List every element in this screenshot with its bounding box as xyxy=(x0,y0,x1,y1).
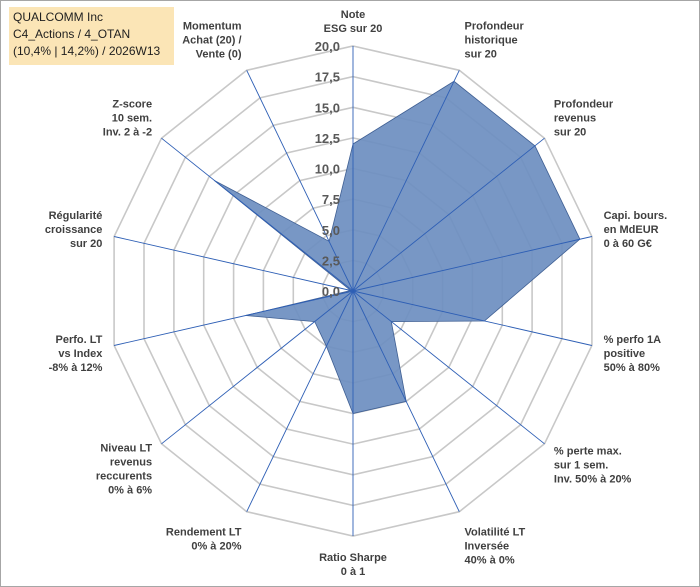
category-label-line: ESG sur 20 xyxy=(324,23,383,35)
tick-label: 5,0 xyxy=(322,223,340,238)
category-label-line: revenus xyxy=(554,113,596,125)
category-label: Profondeur revenus sur 20 xyxy=(554,99,614,139)
axis-spoke xyxy=(161,137,354,292)
category-label-line: Inversée xyxy=(465,541,510,553)
category-label-line: Volatilité LT xyxy=(465,527,526,539)
tick-label: 0,0 xyxy=(322,284,340,299)
category-label-line: croissance xyxy=(45,224,102,236)
category-label-line: Inv. 50% à 20% xyxy=(554,473,632,485)
axis-spoke xyxy=(352,137,545,292)
tick-label: 2,5 xyxy=(322,253,340,268)
axis-spoke xyxy=(352,290,545,445)
category-label: Rendement LT 0% à 20% xyxy=(166,527,242,553)
category-label-line: 0% à 20% xyxy=(191,541,241,553)
axis-spoke xyxy=(161,290,354,445)
chart-title-box: QUALCOMM Inc C4_Actions / 4_OTAN (10,4% … xyxy=(9,7,174,65)
category-label-line: positive xyxy=(604,348,646,360)
category-label-line: Z-score xyxy=(112,99,152,111)
axis-spoke xyxy=(113,290,354,346)
category-label-line: en MdEUR xyxy=(604,224,659,236)
category-label-line: Ratio Sharpe xyxy=(319,552,387,564)
radar-axes xyxy=(113,46,593,536)
axis-spoke xyxy=(352,70,460,292)
category-label-line: Capi. bours. xyxy=(604,210,668,222)
category-label: Capi. bours. en MdEUR 0 à 60 G€ xyxy=(604,210,668,250)
tick-label: 7,5 xyxy=(322,192,340,207)
category-label-line: sur 1 sem. xyxy=(554,459,608,471)
category-label-line: Inv. 2 à -2 xyxy=(103,127,152,139)
axis-spoke xyxy=(352,236,593,292)
axis-spoke xyxy=(246,70,354,292)
category-label-line: Note xyxy=(341,9,365,21)
tick-label: 20,0 xyxy=(315,39,340,54)
category-label-line: 10 sem. xyxy=(112,113,152,125)
category-label-line: -8% à 12% xyxy=(49,362,103,374)
tick-label: 12,5 xyxy=(315,131,340,146)
category-label-line: Régularité xyxy=(49,210,103,222)
category-label-line: sur 20 xyxy=(554,127,586,139)
category-label: % perte max. sur 1 sem. Inv. 50% à 20% xyxy=(554,445,632,485)
category-label: Ratio Sharpe 0 à 1 xyxy=(319,552,387,578)
category-label: Note ESG sur 20 xyxy=(324,9,383,35)
category-label-line: sur 20 xyxy=(70,238,102,250)
category-label-line: 50% à 80% xyxy=(604,362,660,374)
category-label-line: sur 20 xyxy=(465,49,497,61)
radial-tick-labels: 0,0 2,5 5,0 7,5 10,0 12,5 15,0 17,5 20,0 xyxy=(315,39,340,299)
series-area xyxy=(213,80,581,414)
tick-label: 17,5 xyxy=(315,70,340,85)
category-label-line: 40% à 0% xyxy=(465,555,515,567)
category-label-line: 0% à 6% xyxy=(108,485,152,497)
category-label: Volatilité LT Inversée 40% à 0% xyxy=(465,527,526,567)
title-period: (10,4% | 14,2%) / 2026W13 xyxy=(13,44,161,58)
axis-spoke xyxy=(113,236,354,292)
title-company: QUALCOMM Inc xyxy=(13,10,104,24)
category-label-line: Momentum xyxy=(183,21,242,33)
category-label: Niveau LT revenus reccurents 0% à 6% xyxy=(96,443,153,497)
category-label-line: Vente (0) xyxy=(196,49,242,61)
category-label-line: 0 à 1 xyxy=(341,566,365,578)
radar-series xyxy=(213,80,581,414)
category-label-line: % perte max. xyxy=(554,445,622,457)
tick-label: 10,0 xyxy=(315,162,340,177)
category-label-line: vs Index xyxy=(58,348,103,360)
category-label-line: reccurents xyxy=(96,471,152,483)
category-label: Momentum Achat (20) / Vente (0) xyxy=(182,21,242,61)
axis-spoke xyxy=(352,290,593,346)
axis-spoke xyxy=(352,290,460,512)
category-label-line: Profondeur xyxy=(465,21,525,33)
category-label-line: revenus xyxy=(110,457,152,469)
category-label-line: % perfo 1A xyxy=(604,334,662,346)
category-label-line: historique xyxy=(465,35,518,47)
category-label-line: Perfo. LT xyxy=(56,334,103,346)
title-category: C4_Actions / 4_OTAN xyxy=(13,27,131,41)
category-label: Perfo. LT vs Index -8% à 12% xyxy=(49,334,104,374)
category-label: Régularité croissance sur 20 xyxy=(45,210,102,250)
category-label-line: Profondeur xyxy=(554,99,614,111)
category-labels: Note ESG sur 20 Profondeur historique sur 20… xyxy=(45,9,667,578)
category-label: % perfo 1A positive 50% à 80% xyxy=(604,334,662,374)
category-label: Profondeur historique sur 20 xyxy=(465,21,525,61)
tick-label: 15,0 xyxy=(315,100,340,115)
category-label-line: Achat (20) / xyxy=(182,35,241,47)
category-label: Z-score 10 sem. Inv. 2 à -2 xyxy=(103,99,152,139)
axis-spoke xyxy=(246,290,354,512)
category-label-line: Niveau LT xyxy=(100,443,152,455)
category-label-line: 0 à 60 G€ xyxy=(604,238,652,250)
category-label-line: Rendement LT xyxy=(166,527,242,539)
